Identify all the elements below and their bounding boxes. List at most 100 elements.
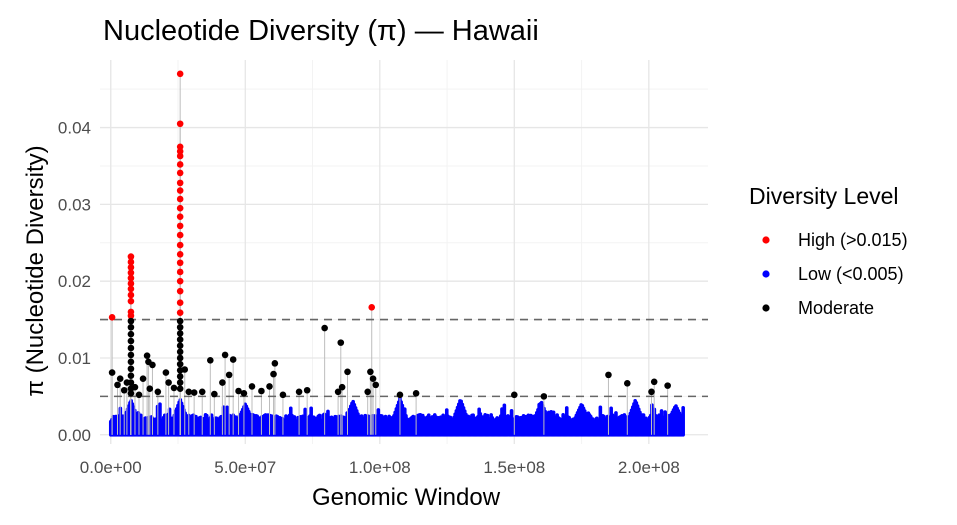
y-axis-title: π (Nucleotide Diversity) xyxy=(22,145,49,396)
data-point xyxy=(235,387,242,395)
data-point xyxy=(176,336,184,343)
data-point xyxy=(229,356,237,363)
data-point xyxy=(321,324,328,332)
data-point xyxy=(176,373,184,380)
data-point xyxy=(266,383,273,390)
data-point xyxy=(127,258,135,266)
data-point xyxy=(176,348,184,356)
y-tick-label: 0.01 xyxy=(58,349,91,368)
data-point xyxy=(127,269,135,277)
data-point xyxy=(605,371,612,379)
data-point xyxy=(176,187,184,194)
data-point xyxy=(108,313,116,321)
data-point xyxy=(368,303,376,311)
data-point xyxy=(127,351,135,359)
data-point xyxy=(162,369,170,376)
data-point xyxy=(176,379,184,386)
data-point xyxy=(114,381,121,389)
data-point xyxy=(271,360,279,367)
data-point xyxy=(248,383,256,390)
data-point xyxy=(127,365,135,373)
data-point xyxy=(396,391,404,399)
data-point xyxy=(176,268,184,276)
data-point xyxy=(185,388,193,396)
data-point xyxy=(303,386,311,394)
data-point xyxy=(176,299,184,306)
data-point xyxy=(176,317,184,325)
x-tick-label: 1.5e+08 xyxy=(483,458,545,477)
data-point xyxy=(127,274,135,282)
data-point xyxy=(511,391,518,399)
data-point xyxy=(176,287,184,295)
data-point xyxy=(143,352,151,359)
data-point xyxy=(127,280,135,287)
data-point xyxy=(127,390,135,397)
data-point xyxy=(176,70,184,78)
low-diversity-band xyxy=(108,396,685,437)
legend-key xyxy=(762,236,770,244)
data-point xyxy=(367,368,374,376)
data-point xyxy=(176,195,184,203)
data-point xyxy=(176,213,184,220)
legend-entries: High (>0.015) Low (<0.005) Moderate xyxy=(762,230,908,318)
data-point xyxy=(116,375,124,383)
data-point xyxy=(127,344,135,352)
x-axis-ticks: 0.0e+00 5.0e+07 1.0e+08 1.5e+08 2.0e+08 xyxy=(80,458,680,477)
data-point xyxy=(135,391,143,399)
data-point xyxy=(127,317,135,325)
data-point xyxy=(176,143,184,151)
data-point xyxy=(176,120,184,128)
data-point xyxy=(337,339,345,346)
data-point xyxy=(279,391,287,399)
y-tick-label: 0.00 xyxy=(58,426,91,445)
data-point xyxy=(623,380,631,387)
data-point xyxy=(181,366,189,373)
data-point xyxy=(211,390,218,398)
data-point xyxy=(664,382,671,389)
data-point xyxy=(176,231,184,239)
data-point xyxy=(338,383,346,391)
data-point xyxy=(146,385,154,393)
data-point xyxy=(176,342,184,349)
data-point xyxy=(127,379,135,386)
data-point xyxy=(176,152,184,160)
data-point xyxy=(176,204,184,212)
data-point xyxy=(176,148,184,155)
legend-title: Diversity Level xyxy=(749,183,899,209)
chart-title: Nucleotide Diversity (π) — Hawaii xyxy=(103,15,539,47)
data-point xyxy=(176,222,184,230)
y-tick-label: 0.02 xyxy=(58,272,91,291)
data-point xyxy=(207,356,214,364)
data-point xyxy=(369,375,377,383)
legend-label: Moderate xyxy=(798,298,874,318)
data-point xyxy=(127,358,135,366)
data-point xyxy=(154,388,162,396)
data-point xyxy=(127,312,135,320)
data-point xyxy=(127,297,135,305)
data-point xyxy=(176,354,184,362)
legend-key xyxy=(762,270,770,278)
data-point xyxy=(120,386,128,394)
data-point xyxy=(170,384,178,392)
data-point xyxy=(127,330,135,338)
x-tick-label: 0.0e+00 xyxy=(80,458,142,477)
data-point xyxy=(372,381,380,389)
y-axis-ticks: 0.00 0.01 0.02 0.03 0.04 xyxy=(58,119,91,445)
data-point xyxy=(176,360,184,368)
data-point xyxy=(412,390,420,397)
data-point xyxy=(344,368,351,376)
data-point xyxy=(176,277,184,285)
data-point xyxy=(540,393,548,400)
data-point xyxy=(295,388,303,396)
data-point xyxy=(127,253,135,260)
data-point xyxy=(221,351,229,359)
data-point xyxy=(176,179,184,187)
y-tick-label: 0.03 xyxy=(58,195,91,214)
data-point xyxy=(270,370,277,378)
major-gridlines xyxy=(100,60,708,444)
legend: Diversity Level High (>0.015) Low (<0.005… xyxy=(749,183,908,318)
data-point xyxy=(258,387,265,395)
data-point xyxy=(127,372,135,379)
data-points xyxy=(108,70,671,400)
